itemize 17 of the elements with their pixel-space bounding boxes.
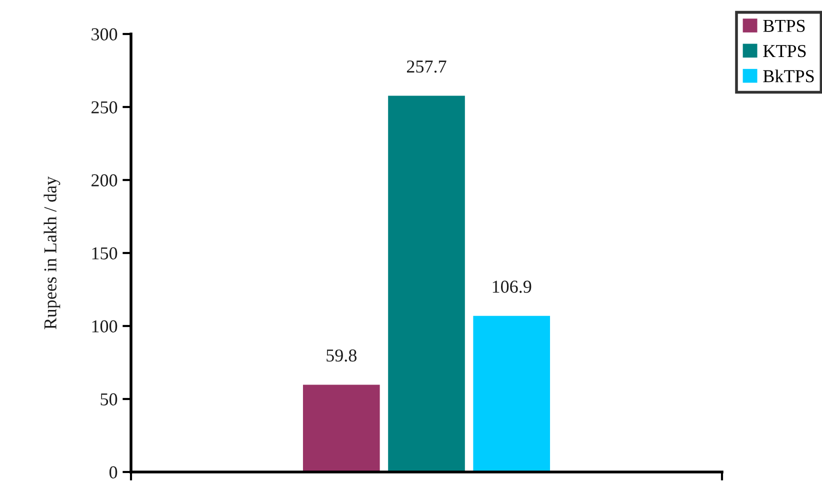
- y-tick-label: 150: [92, 247, 118, 260]
- y-tick-label: 250: [92, 101, 118, 114]
- y-tick-label: 0: [109, 466, 118, 478]
- data-label: 257.7: [406, 60, 446, 73]
- legend-label: KTPS: [763, 44, 806, 58]
- bar: [388, 96, 465, 472]
- legend-label: BkTPS: [763, 70, 814, 82]
- bar: [302, 384, 380, 472]
- y-tick-label: 100: [92, 320, 118, 332]
- y-tick-label: 50: [100, 393, 118, 406]
- y-tick-label: 200: [92, 174, 118, 186]
- y-axis-title: Rupees in Lakh / day: [44, 176, 60, 330]
- data-label: 59.8: [326, 349, 357, 362]
- data-label: 106.9: [492, 280, 532, 293]
- legend-label: BTPS: [763, 20, 805, 32]
- y-tick-label: 300: [92, 28, 118, 40]
- bar: [473, 316, 550, 472]
